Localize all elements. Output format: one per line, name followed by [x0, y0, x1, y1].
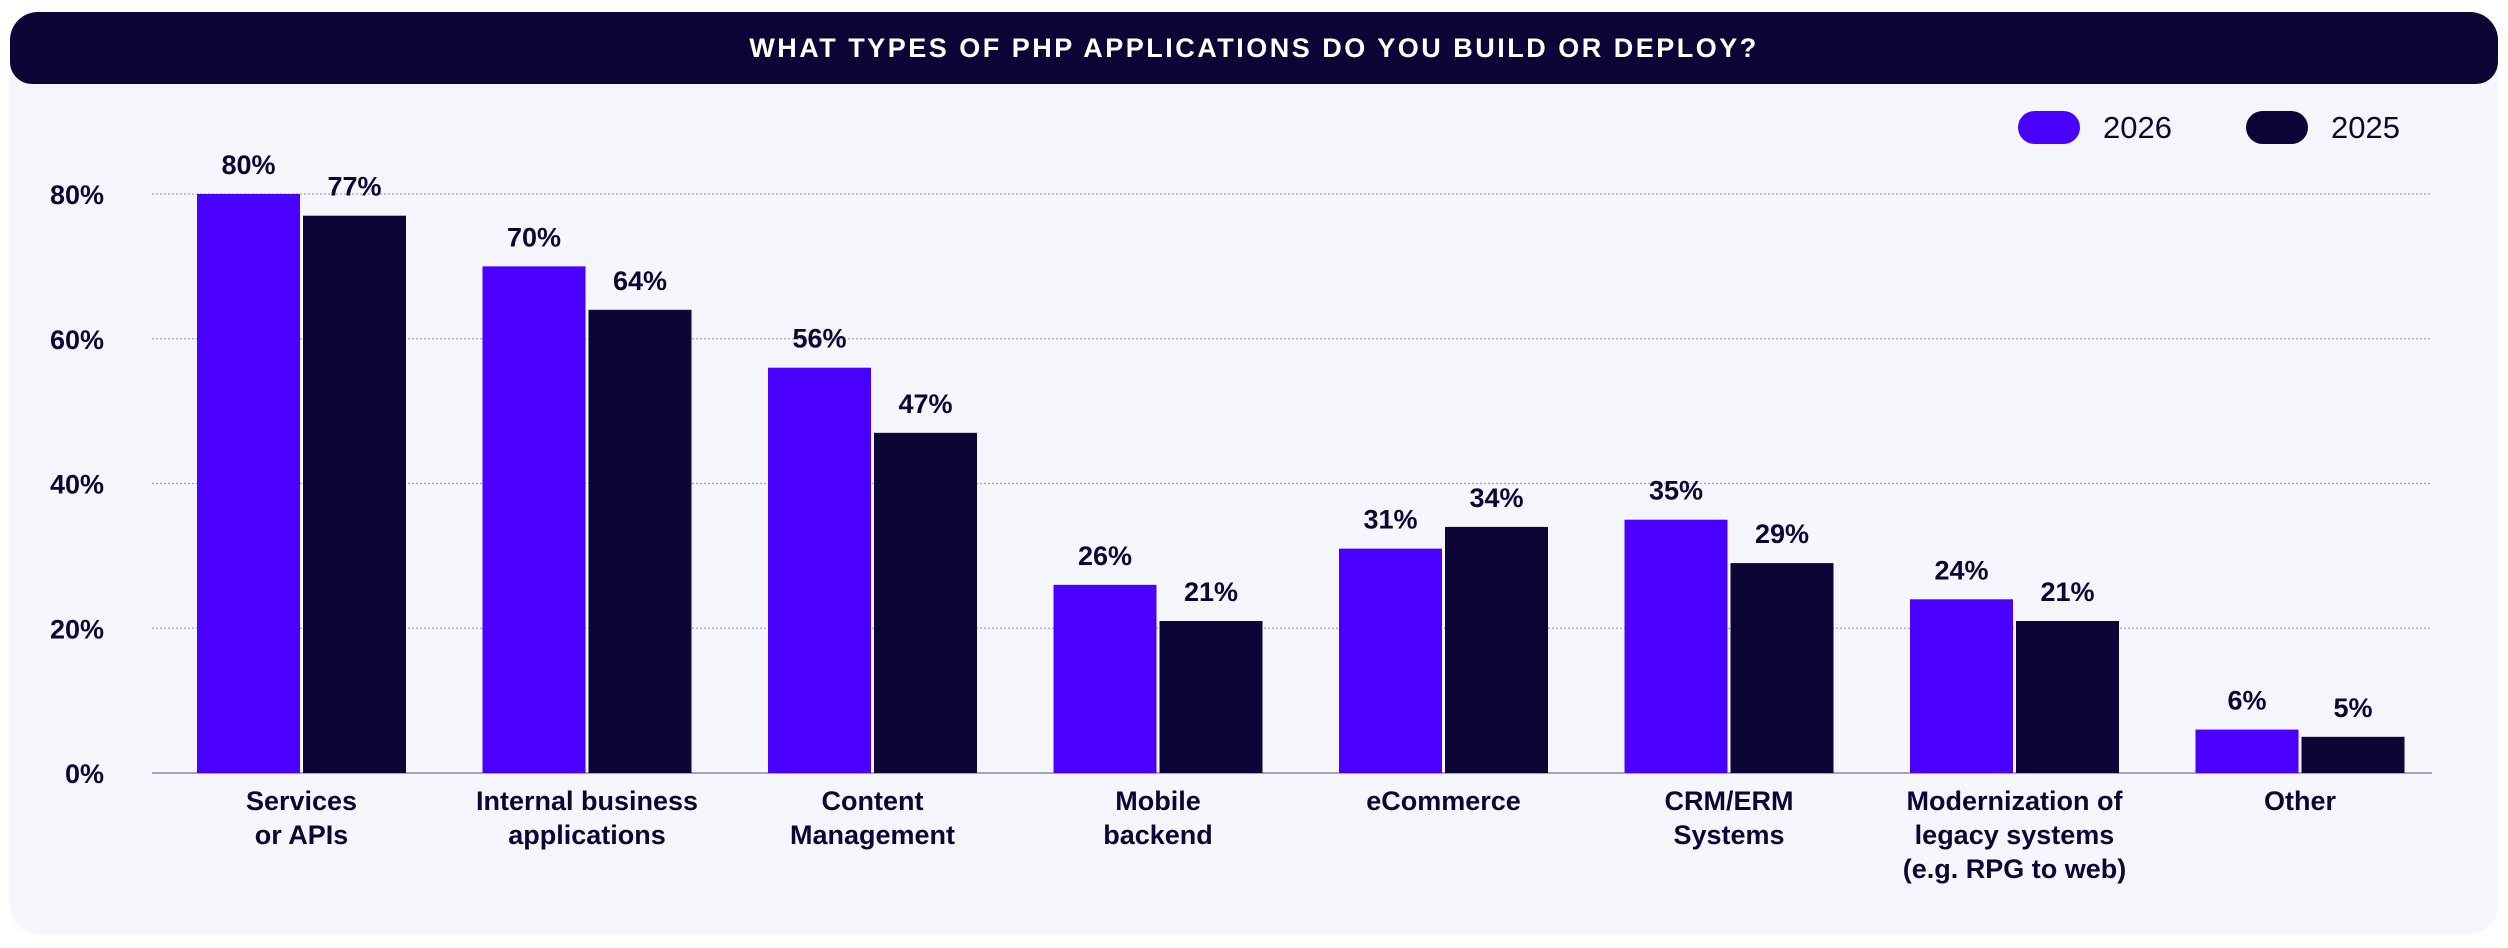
- x-tick-label: Other: [2264, 786, 2337, 816]
- y-tick-label: 0%: [65, 759, 104, 789]
- x-tick-label-line: CRM/ERM: [1665, 786, 1794, 816]
- bar-2025: [2301, 736, 2405, 773]
- bar-2025: [2016, 621, 2119, 773]
- data-label-2026: 35%: [1649, 476, 1703, 506]
- bar-2025: [1730, 563, 1834, 773]
- x-tick-label-line: legacy systems: [1915, 820, 2115, 850]
- y-tick-label: 40%: [50, 470, 104, 500]
- data-label-2026: 31%: [1363, 505, 1417, 535]
- data-label-2025: 29%: [1755, 519, 1809, 549]
- bar-2025: [1445, 526, 1548, 773]
- bar-2025: [588, 309, 692, 773]
- x-tick-label: eCommerce: [1366, 786, 1521, 816]
- bar-2026: [482, 266, 586, 773]
- bar-2026: [768, 367, 871, 773]
- data-label-2025: 34%: [1469, 483, 1523, 513]
- x-tick-label-line: Internal business: [476, 786, 698, 816]
- x-tick-label: CRM/ERM Systems: [1665, 786, 1794, 850]
- data-label-2026: 24%: [1934, 555, 1988, 585]
- bar-2026: [1910, 599, 2013, 773]
- chart-title: WHAT TYPES OF PHP APPLICATIONS DO YOU BU…: [10, 12, 2498, 84]
- y-tick-label: 80%: [50, 180, 104, 210]
- x-tick-label-line: Modernization of: [1907, 786, 2124, 816]
- data-label-2026: 56%: [792, 324, 846, 354]
- legend-label-2025: 2025: [2331, 110, 2400, 145]
- x-tick-label-line: eCommerce: [1366, 786, 1521, 816]
- x-tick-label-line: Systems: [1673, 820, 1784, 850]
- bar-2026: [1053, 584, 1157, 773]
- bar-2026: [2195, 729, 2299, 773]
- data-label-2025: 77%: [327, 172, 381, 202]
- data-label-2025: 47%: [898, 389, 952, 419]
- legend-swatch-2025: [2246, 111, 2308, 144]
- x-tick-label-line: Content: [822, 786, 924, 816]
- x-tick-label-line: Services: [246, 786, 357, 816]
- bar-2025: [874, 432, 977, 773]
- bar-2026: [1624, 519, 1728, 773]
- chart-card: WHAT TYPES OF PHP APPLICATIONS DO YOU BU…: [10, 12, 2498, 934]
- bar-chart: 0% 20% 40% 60% 80% 80% 77% Services or APIs 70% 64…: [50, 110, 2432, 884]
- data-label-2025: 21%: [2040, 577, 2094, 607]
- x-tick-label-line: Management: [790, 820, 955, 850]
- x-tick-label-line: or APIs: [255, 820, 349, 850]
- x-tick-label-line: (e.g. RPG to web): [1903, 854, 2127, 884]
- data-label-2026: 70%: [507, 222, 561, 252]
- y-tick-label: 60%: [50, 325, 104, 355]
- legend-label-2026: 2026: [2103, 110, 2172, 145]
- x-tick-label-line: Other: [2264, 786, 2337, 816]
- data-label-2026: 26%: [1078, 541, 1132, 571]
- x-tick-label: Modernization of legacy systems (e.g. RPG …: [1903, 786, 2127, 884]
- x-tick-label-line: Mobile: [1115, 786, 1201, 816]
- x-tick-label: Content Management: [790, 786, 955, 850]
- x-tick-label-line: applications: [508, 820, 666, 850]
- data-label-2025: 21%: [1184, 577, 1238, 607]
- data-label-2025: 64%: [613, 266, 667, 296]
- bar-2025: [303, 215, 406, 773]
- data-label-2026: 6%: [2227, 686, 2266, 716]
- bar-2025: [1159, 621, 1263, 773]
- y-tick-label: 20%: [50, 614, 104, 644]
- data-label-2025: 5%: [2333, 693, 2372, 723]
- bar-2026: [1339, 548, 1442, 773]
- bar-2026: [197, 194, 300, 773]
- legend-swatch-2026: [2018, 111, 2080, 144]
- data-label-2026: 80%: [221, 150, 275, 180]
- x-tick-label-line: backend: [1103, 820, 1213, 850]
- x-tick-label: Internal business applications: [476, 786, 698, 850]
- x-tick-label: Mobile backend: [1103, 786, 1213, 850]
- x-tick-label: Services or APIs: [246, 786, 357, 850]
